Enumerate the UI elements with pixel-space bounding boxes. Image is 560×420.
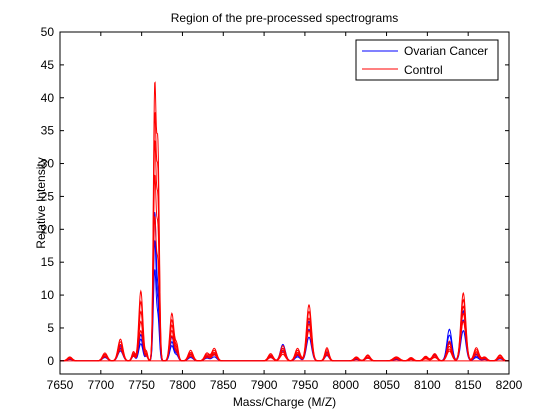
x-tick-label: 7650 [47, 378, 74, 392]
x-tick-label: 8100 [414, 378, 441, 392]
y-tick-label: 30 [41, 157, 55, 171]
y-tick-label: 20 [41, 222, 55, 236]
y-axis: 0 5 10 15 20 25 30 35 40 45 50 [41, 25, 509, 368]
y-tick-label: 40 [41, 91, 55, 105]
legend: Ovarian Cancer Control [355, 39, 499, 81]
x-axis-label: Mass/Charge (M/Z) [233, 395, 336, 409]
x-axis: 7650 7700 7750 7800 7850 7900 7950 8000 8050 8100… [47, 32, 523, 392]
y-tick-label: 35 [41, 124, 55, 138]
legend-label-control: Control [404, 63, 443, 77]
y-axis-label: Relative Intensity [34, 157, 48, 248]
series-line-control-4 [59, 215, 509, 362]
x-tick-label: 7750 [128, 378, 155, 392]
x-tick-label: 8150 [455, 378, 482, 392]
x-tick-label: 8050 [373, 378, 400, 392]
axes-box [59, 31, 510, 375]
plot-area [60, 32, 509, 374]
y-tick-label: 45 [41, 58, 55, 72]
y-tick-label: 10 [41, 288, 55, 302]
x-tick-label: 8000 [332, 378, 359, 392]
x-tick-label: 7700 [87, 378, 114, 392]
y-tick-label: 5 [47, 321, 54, 335]
series-line-control-2 [59, 140, 509, 362]
x-tick-label: 7950 [292, 378, 319, 392]
y-tick-label: 15 [41, 255, 55, 269]
chart-title: Region of the pre-processed spectrograms [171, 11, 398, 25]
x-tick-label: 7850 [210, 378, 237, 392]
y-tick-label: 0 [47, 354, 54, 368]
y-tick-label: 50 [41, 25, 55, 39]
series-line-control-0 [60, 81, 510, 362]
x-tick-label: 8200 [496, 378, 523, 392]
x-tick-label: 7900 [251, 378, 278, 392]
legend-box [355, 39, 499, 81]
series-line-control-1 [59, 112, 510, 362]
x-tick-label: 7800 [169, 378, 196, 392]
series-layer [59, 81, 510, 362]
y-tick-label: 25 [41, 189, 55, 203]
legend-label-ovarian-cancer: Ovarian Cancer [404, 44, 488, 58]
